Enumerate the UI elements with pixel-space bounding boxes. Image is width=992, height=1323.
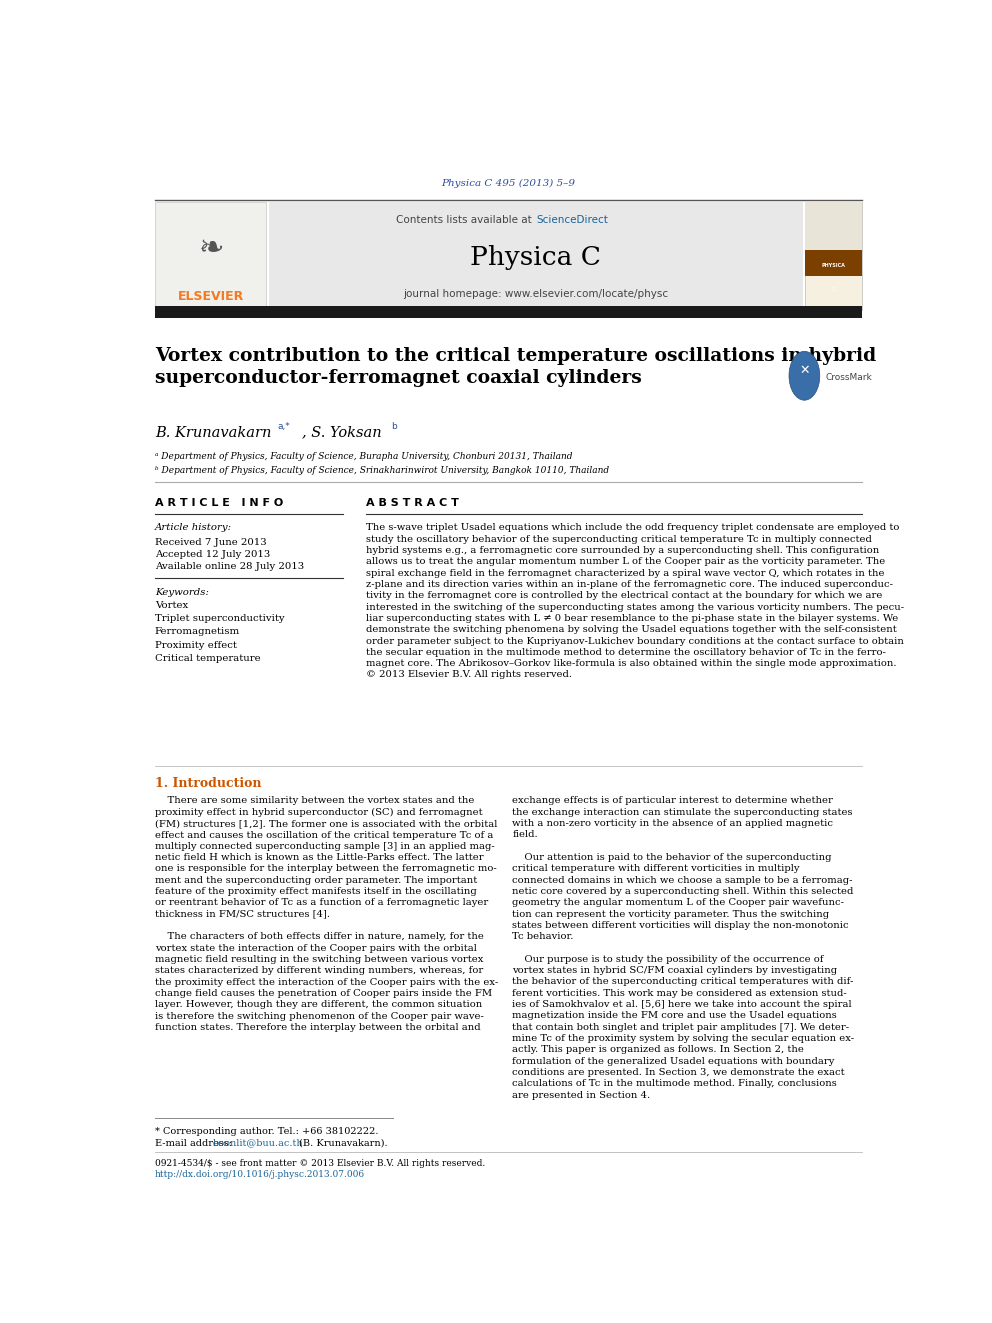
Bar [155,307,862,318]
Text: C: C [831,287,836,291]
Text: b: b [392,422,397,430]
Text: Physica C: Physica C [470,245,601,270]
Text: The s-wave triplet Usadel equations which include the odd frequency triplet cond: The s-wave triplet Usadel equations whic… [366,524,905,680]
FancyBboxPatch shape [806,201,862,310]
Text: http://dx.doi.org/10.1016/j.physc.2013.07.006: http://dx.doi.org/10.1016/j.physc.2013.0… [155,1171,365,1179]
Text: , S. Yoksan: , S. Yoksan [303,426,382,439]
Text: exchange effects is of particular interest to determine whether
the exchange int: exchange effects is of particular intere… [512,796,854,1099]
Text: Vortex: Vortex [155,601,188,610]
Text: ᵇ Department of Physics, Faculty of Science, Srinakharinwirot University, Bangko: ᵇ Department of Physics, Faculty of Scie… [155,467,609,475]
Text: Ferromagnetism: Ferromagnetism [155,627,240,636]
Text: Physica C 495 (2013) 5–9: Physica C 495 (2013) 5–9 [441,179,575,188]
Text: There are some similarity between the vortex states and the
proximity effect in : There are some similarity between the vo… [155,796,498,1032]
Text: Vortex contribution to the critical temperature oscillations in hybrid
supercond: Vortex contribution to the critical temp… [155,347,876,388]
Text: A R T I C L E   I N F O: A R T I C L E I N F O [155,497,283,508]
Text: 0921-4534/$ - see front matter © 2013 Elsevier B.V. All rights reserved.: 0921-4534/$ - see front matter © 2013 El… [155,1159,485,1168]
Text: ScienceDirect: ScienceDirect [537,214,609,225]
Text: Accepted 12 July 2013: Accepted 12 July 2013 [155,550,270,558]
Ellipse shape [789,352,819,400]
Text: boonlit@buu.ac.th: boonlit@buu.ac.th [212,1139,303,1148]
Text: ᵃ Department of Physics, Faculty of Science, Burapha University, Chonburi 20131,: ᵃ Department of Physics, Faculty of Scie… [155,452,572,462]
Text: Proximity effect: Proximity effect [155,640,237,650]
Text: Keywords:: Keywords: [155,587,208,597]
Text: (B. Krunavakarn).: (B. Krunavakarn). [300,1139,388,1148]
Text: * Corresponding author. Tel.: +66 38102222.: * Corresponding author. Tel.: +66 381022… [155,1126,378,1135]
Text: Available online 28 July 2013: Available online 28 July 2013 [155,562,304,572]
Text: ❧: ❧ [198,234,223,263]
Text: Received 7 June 2013: Received 7 June 2013 [155,537,267,546]
Text: CrossMark: CrossMark [825,373,872,382]
Text: a,*: a,* [278,422,291,430]
Text: ✕: ✕ [800,364,809,377]
Text: ELSEVIER: ELSEVIER [178,290,244,303]
Text: journal homepage: www.elsevier.com/locate/physc: journal homepage: www.elsevier.com/locat… [403,290,668,299]
FancyBboxPatch shape [155,201,266,310]
Text: 1. Introduction: 1. Introduction [155,777,261,790]
Text: B. Krunavakarn: B. Krunavakarn [155,426,271,439]
Text: Triplet superconductivity: Triplet superconductivity [155,614,285,623]
FancyBboxPatch shape [806,250,862,277]
Text: Critical temperature: Critical temperature [155,654,260,663]
Text: PHYSICA: PHYSICA [821,263,845,269]
FancyBboxPatch shape [806,201,862,254]
Text: Article history:: Article history: [155,524,232,532]
Text: E-mail address:: E-mail address: [155,1139,232,1148]
FancyBboxPatch shape [269,201,803,310]
Text: A B S T R A C T: A B S T R A C T [366,497,459,508]
Text: Contents lists available at: Contents lists available at [397,214,536,225]
